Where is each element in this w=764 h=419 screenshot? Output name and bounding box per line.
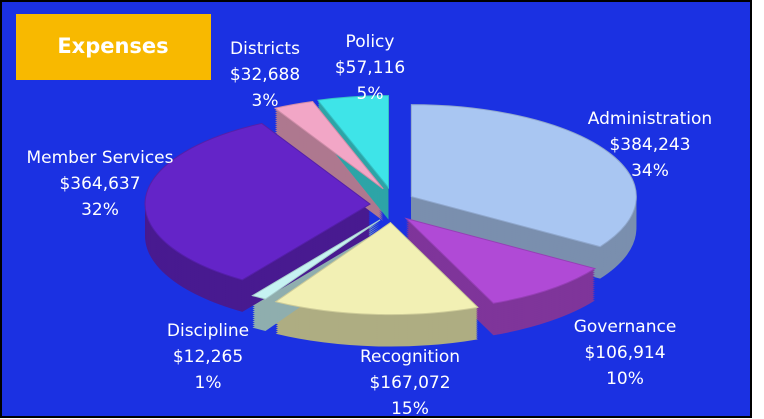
slice-label: Governance (574, 317, 677, 337)
percent-label: 5% (357, 84, 384, 104)
slice-label: Administration (588, 109, 712, 129)
percent-label: 1% (195, 373, 222, 393)
value-label: $364,637 (59, 174, 140, 194)
value-label: $57,116 (335, 58, 405, 78)
value-label: $12,265 (173, 347, 243, 367)
slice (404, 217, 597, 304)
slice (251, 219, 381, 300)
slice (274, 221, 479, 316)
percent-label: 3% (252, 91, 279, 111)
slice (273, 100, 384, 190)
title-box (16, 14, 211, 80)
slice (410, 104, 637, 248)
slice (144, 122, 371, 281)
slice-label: Member Services (26, 148, 173, 168)
chart-title: Expenses (57, 34, 168, 58)
slice (316, 95, 390, 190)
slice-label: Districts (230, 39, 300, 59)
value-label: $384,243 (609, 135, 690, 155)
percent-label: 34% (631, 161, 669, 181)
percent-label: 15% (391, 399, 429, 419)
slice-label: Policy (346, 32, 395, 52)
slice-label: Recognition (360, 347, 460, 367)
value-label: $106,914 (584, 343, 665, 363)
value-label: $167,072 (369, 373, 450, 393)
slice-label: Discipline (167, 321, 249, 341)
value-label: $32,688 (230, 65, 300, 85)
percent-label: 10% (606, 369, 644, 389)
percent-label: 32% (81, 200, 119, 220)
